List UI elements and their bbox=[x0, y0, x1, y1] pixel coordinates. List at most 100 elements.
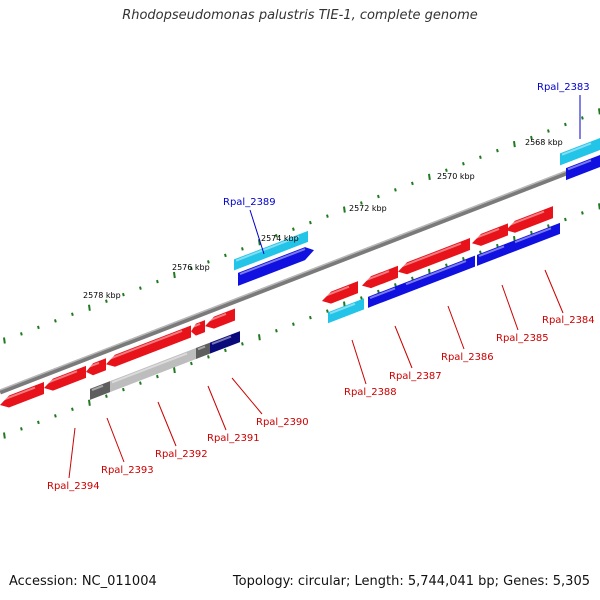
tick-inner-14 bbox=[241, 342, 244, 346]
tick-outer-6 bbox=[105, 299, 108, 303]
tick-outer-16 bbox=[275, 233, 278, 238]
tick-outer-26 bbox=[445, 168, 448, 173]
tick-inner-13 bbox=[224, 348, 227, 353]
gene-label-rpal-2393[interactable]: Rpal_2393 bbox=[101, 465, 154, 476]
scale-label-2578: 2578 kbp bbox=[83, 291, 121, 300]
tick-inner-11 bbox=[190, 361, 193, 366]
gene-rpal-2394-body bbox=[0, 382, 44, 408]
gene-rpal-2393-shine bbox=[91, 384, 104, 392]
leader-rpal-2385 bbox=[501, 284, 519, 331]
gene-rpal-2385 bbox=[477, 240, 513, 266]
gene-rpal-2391-shine bbox=[197, 345, 206, 351]
gene-features bbox=[0, 138, 600, 408]
gene-rpal-2390-body bbox=[210, 331, 240, 354]
gene-rpal-2385-red bbox=[472, 223, 508, 246]
gene-label-rpal-2394[interactable]: Rpal_2394 bbox=[47, 481, 100, 492]
gene-rpal-2384-red-shine bbox=[507, 210, 545, 227]
gene-rpal-2388-red-shine bbox=[323, 285, 350, 298]
tick-outer-11 bbox=[190, 266, 193, 271]
gene-rpal-2384-shine bbox=[514, 227, 552, 244]
gene-rpal-2390-red bbox=[205, 308, 235, 329]
leader-rpal-2393 bbox=[106, 417, 125, 463]
gene-rpal-2393-red-body bbox=[44, 365, 86, 391]
tick-inner-24 bbox=[411, 276, 414, 281]
tick-inner-4 bbox=[71, 407, 74, 412]
scale-label-2574: 2574 kbp bbox=[261, 234, 299, 243]
leader-rpal-2384 bbox=[544, 269, 564, 314]
tick-inner-29 bbox=[496, 243, 499, 248]
gene-rpal-2387-shine bbox=[369, 287, 396, 299]
tick-inner-12 bbox=[207, 355, 210, 359]
gene-rpal-2388-red-body bbox=[322, 281, 358, 304]
tick-outer-30 bbox=[513, 140, 516, 148]
gene-rpal-2389-cyan-shine bbox=[235, 235, 300, 262]
gene-rpal-2392-red bbox=[106, 325, 191, 367]
gene-rpal-2385-red-body bbox=[472, 223, 508, 246]
gene-label-rpal-2383[interactable]: Rpal_2383 bbox=[537, 82, 590, 93]
gene-rpal-2390 bbox=[210, 331, 240, 354]
gene-label-rpal-2390[interactable]: Rpal_2390 bbox=[256, 417, 309, 428]
tick-inner-8 bbox=[139, 381, 142, 385]
gene-rpal-2392-body bbox=[110, 348, 196, 393]
backbone-line bbox=[0, 157, 600, 395]
gene-rpal-2389 bbox=[238, 247, 314, 286]
gene-rpal-2393-red-shine bbox=[45, 370, 78, 385]
gene-rpal-2386-red bbox=[398, 238, 470, 275]
tick-outer-10 bbox=[173, 271, 176, 279]
gene-rpal-2384-red bbox=[506, 206, 553, 233]
tick-inner-6 bbox=[105, 394, 108, 398]
tick-inner-21 bbox=[360, 296, 363, 300]
tick-inner-18 bbox=[309, 315, 312, 320]
scale-label-2576: 2576 kbp bbox=[172, 263, 210, 272]
tick-outer-32 bbox=[547, 129, 550, 133]
tick-outer-13 bbox=[224, 253, 227, 258]
gene-label-rpal-2387[interactable]: Rpal_2387 bbox=[389, 371, 442, 382]
tick-inner-10 bbox=[173, 366, 176, 374]
leader-rpal-2388 bbox=[351, 339, 367, 385]
gene-rpal-2386-red-shine bbox=[399, 242, 462, 268]
tick-inner-5 bbox=[88, 399, 91, 406]
gene-label-rpal-2391[interactable]: Rpal_2391 bbox=[207, 433, 260, 444]
scale-label-2570: 2570 kbp bbox=[437, 172, 475, 181]
gene-rpal-2383-cyan bbox=[560, 138, 600, 166]
tick-inner-28 bbox=[479, 250, 482, 254]
gene-rpal-2390-red-body bbox=[205, 308, 235, 329]
gene-label-rpal-2386[interactable]: Rpal_2386 bbox=[441, 352, 494, 363]
gene-rpal-2383 bbox=[566, 155, 600, 181]
map-title: Rhodopseudomonas palustris TIE-1, comple… bbox=[122, 8, 478, 23]
gene-rpal-2388 bbox=[328, 298, 364, 324]
tick-outer-21 bbox=[360, 201, 363, 205]
genome-backbone bbox=[0, 157, 600, 395]
gene-rpal-2383-body bbox=[566, 155, 600, 181]
gene-rpal-2384 bbox=[513, 222, 560, 252]
gene-label-rpal-2389[interactable]: Rpal_2389 bbox=[223, 197, 276, 208]
gene-rpal-2393-body bbox=[90, 381, 110, 400]
gene-rpal-2391-red-body bbox=[191, 320, 205, 336]
tick-outer-2 bbox=[37, 325, 40, 330]
gene-rpal-2390-red-shine bbox=[206, 313, 227, 323]
tick-inner-19 bbox=[326, 309, 329, 313]
tick-inner-15 bbox=[258, 334, 261, 341]
gene-rpal-2387-red-body bbox=[362, 265, 398, 289]
gene-label-rpal-2384[interactable]: Rpal_2384 bbox=[542, 315, 595, 326]
tick-outer-12 bbox=[207, 260, 210, 264]
tick-outer-7 bbox=[122, 292, 125, 297]
gene-rpal-2388-red bbox=[322, 281, 358, 304]
leader-rpal-2394 bbox=[68, 427, 76, 479]
gene-rpal-2390-shine bbox=[211, 335, 232, 345]
tick-inner-3 bbox=[54, 414, 57, 418]
tick-inner-0 bbox=[3, 432, 6, 439]
accession-text: Accession: NC_011004 bbox=[9, 574, 157, 589]
scale-ticks-outer bbox=[3, 108, 600, 344]
gene-rpal-2391-red bbox=[191, 320, 205, 336]
gene-label-rpal-2388[interactable]: Rpal_2388 bbox=[344, 387, 397, 398]
gene-rpal-2389-body bbox=[238, 247, 314, 286]
gene-small-red-1-shine bbox=[87, 361, 100, 369]
tick-outer-18 bbox=[309, 220, 312, 225]
gene-rpal-2387-body bbox=[368, 282, 404, 308]
scale-label-2568: 2568 kbp bbox=[525, 138, 563, 147]
tick-outer-1 bbox=[20, 332, 23, 336]
backbone-highlight bbox=[0, 157, 600, 391]
gene-label-rpal-2392[interactable]: Rpal_2392 bbox=[155, 449, 208, 460]
gene-label-rpal-2385[interactable]: Rpal_2385 bbox=[496, 333, 549, 344]
